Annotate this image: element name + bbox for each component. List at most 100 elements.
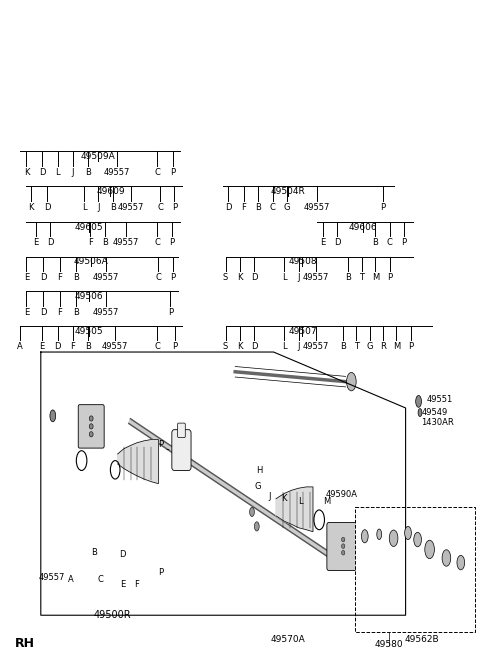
Text: C: C — [155, 168, 160, 177]
Text: L: L — [298, 497, 302, 506]
Text: 49509A: 49509A — [81, 152, 116, 161]
Text: F: F — [58, 273, 62, 282]
Ellipse shape — [89, 432, 93, 437]
FancyBboxPatch shape — [172, 430, 191, 470]
Ellipse shape — [416, 395, 421, 407]
Ellipse shape — [347, 372, 356, 391]
Text: 1463AC: 1463AC — [356, 556, 389, 565]
Text: D: D — [119, 549, 126, 559]
Text: K: K — [24, 168, 29, 177]
Text: G: G — [284, 203, 290, 212]
Ellipse shape — [457, 555, 465, 570]
Text: B: B — [255, 203, 261, 212]
Text: 49557: 49557 — [113, 238, 139, 247]
Text: R: R — [380, 342, 386, 351]
Text: F: F — [88, 238, 93, 247]
Text: S: S — [223, 273, 228, 282]
FancyBboxPatch shape — [178, 423, 185, 438]
Text: P: P — [402, 238, 407, 247]
Text: J: J — [268, 492, 271, 501]
Text: 49505: 49505 — [74, 326, 103, 336]
Text: H: H — [256, 466, 263, 475]
Text: 49570A: 49570A — [271, 635, 305, 644]
Text: 49508: 49508 — [288, 257, 317, 266]
Text: M: M — [372, 273, 379, 282]
Text: B: B — [91, 548, 96, 557]
Text: L: L — [55, 168, 60, 177]
Text: D: D — [251, 273, 258, 282]
FancyBboxPatch shape — [327, 522, 363, 570]
FancyBboxPatch shape — [355, 507, 475, 632]
Text: C: C — [270, 203, 276, 212]
Text: J: J — [297, 273, 300, 282]
Text: 49557: 49557 — [118, 203, 144, 212]
Text: B: B — [85, 342, 91, 351]
Text: 49605: 49605 — [74, 222, 103, 232]
Text: A: A — [17, 342, 23, 351]
Text: 49557: 49557 — [304, 203, 330, 212]
Text: M: M — [323, 497, 330, 506]
Text: D: D — [334, 238, 340, 247]
Text: E: E — [120, 580, 125, 589]
Text: B: B — [110, 203, 116, 212]
Text: D: D — [251, 342, 258, 351]
Text: F: F — [71, 342, 75, 351]
Text: F: F — [58, 308, 62, 317]
Text: S: S — [223, 342, 228, 351]
Text: D: D — [40, 308, 47, 317]
Text: P: P — [172, 342, 177, 351]
Text: E: E — [320, 238, 325, 247]
Text: 49557: 49557 — [102, 342, 128, 351]
Text: 49557: 49557 — [39, 573, 65, 582]
Text: D: D — [40, 273, 47, 282]
Text: 49609: 49609 — [96, 187, 125, 196]
Text: K: K — [237, 273, 243, 282]
Text: 49557: 49557 — [104, 168, 130, 177]
Ellipse shape — [250, 507, 254, 517]
Text: 49551: 49551 — [426, 395, 453, 404]
Ellipse shape — [414, 532, 421, 547]
Text: B: B — [346, 273, 351, 282]
Text: E: E — [34, 238, 38, 247]
Text: 49549: 49549 — [421, 408, 448, 417]
Text: L: L — [282, 273, 287, 282]
Text: B: B — [340, 342, 346, 351]
Text: C: C — [157, 203, 163, 212]
Text: RH: RH — [14, 637, 35, 650]
Text: C: C — [155, 238, 160, 247]
Text: F: F — [241, 203, 246, 212]
Text: 49507: 49507 — [288, 326, 317, 336]
Text: F: F — [134, 580, 139, 589]
Text: 49504R: 49504R — [271, 187, 305, 196]
Text: 1140FZ: 1140FZ — [420, 526, 452, 536]
Text: 49557: 49557 — [93, 273, 119, 282]
Text: J: J — [97, 203, 100, 212]
Text: L: L — [282, 342, 287, 351]
Text: 49506A: 49506A — [74, 257, 108, 266]
Text: D: D — [39, 168, 46, 177]
Ellipse shape — [89, 416, 93, 421]
Ellipse shape — [50, 410, 56, 422]
Text: T: T — [360, 273, 364, 282]
Text: G: G — [255, 482, 262, 492]
Text: K: K — [281, 494, 287, 503]
Text: D: D — [225, 203, 231, 212]
Text: 49606: 49606 — [348, 222, 377, 232]
Text: K: K — [237, 342, 243, 351]
Text: P: P — [170, 168, 175, 177]
Text: P: P — [172, 203, 177, 212]
Text: P: P — [168, 308, 173, 317]
Text: T: T — [354, 342, 359, 351]
Text: 1430AR: 1430AR — [421, 418, 454, 427]
Text: L: L — [82, 203, 86, 212]
Text: B: B — [73, 308, 79, 317]
Text: 49562B: 49562B — [404, 635, 439, 644]
Text: E: E — [24, 308, 29, 317]
Text: C: C — [387, 238, 393, 247]
Ellipse shape — [254, 522, 259, 531]
Ellipse shape — [405, 526, 411, 540]
Text: 49557: 49557 — [303, 342, 329, 351]
Text: C: C — [156, 273, 161, 282]
Text: P: P — [381, 203, 385, 212]
Text: 49590A: 49590A — [325, 490, 358, 499]
